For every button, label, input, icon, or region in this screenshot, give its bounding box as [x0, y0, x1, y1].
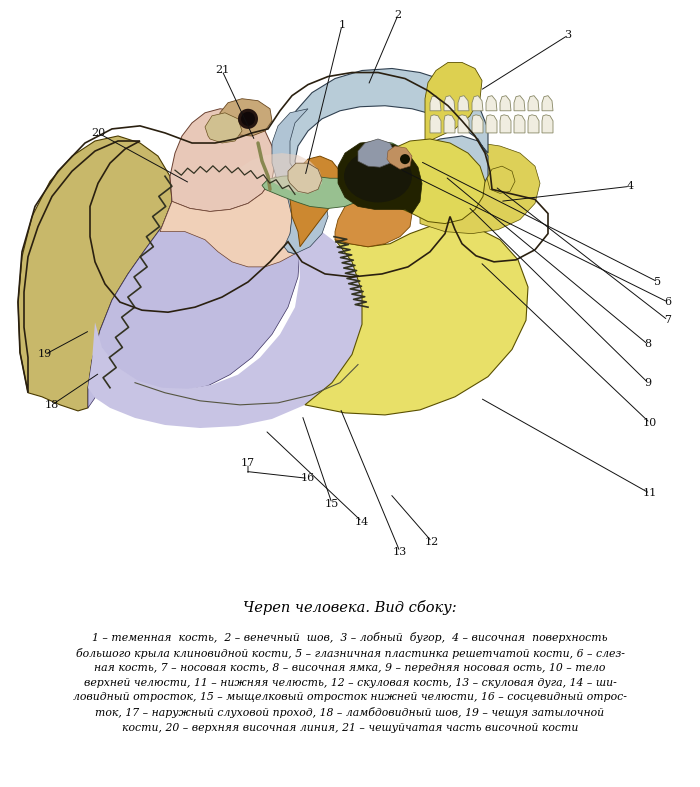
Text: 7: 7: [664, 316, 671, 325]
Text: 5: 5: [654, 277, 661, 287]
Polygon shape: [486, 115, 497, 133]
Text: 16: 16: [301, 473, 315, 483]
Polygon shape: [542, 115, 553, 133]
Polygon shape: [500, 115, 511, 133]
Text: 15: 15: [325, 498, 339, 508]
Text: 14: 14: [355, 517, 369, 527]
Polygon shape: [444, 115, 455, 133]
Polygon shape: [528, 115, 539, 133]
Circle shape: [238, 109, 258, 129]
Polygon shape: [305, 224, 528, 415]
Polygon shape: [18, 136, 172, 411]
Polygon shape: [238, 153, 322, 194]
Text: 4: 4: [626, 181, 634, 191]
Polygon shape: [458, 115, 469, 133]
Polygon shape: [335, 191, 412, 247]
Polygon shape: [88, 166, 300, 408]
Text: 1: 1: [338, 20, 346, 30]
Polygon shape: [425, 62, 482, 143]
Polygon shape: [528, 96, 539, 111]
Polygon shape: [358, 139, 395, 167]
Polygon shape: [220, 98, 272, 136]
Text: 21: 21: [215, 65, 229, 76]
Polygon shape: [458, 96, 469, 111]
Text: 6: 6: [664, 297, 671, 307]
Polygon shape: [170, 109, 275, 212]
Polygon shape: [160, 172, 322, 267]
Polygon shape: [487, 166, 515, 194]
Text: 10: 10: [643, 418, 657, 428]
Polygon shape: [262, 172, 412, 209]
Polygon shape: [430, 115, 441, 133]
Polygon shape: [338, 141, 422, 213]
Text: 13: 13: [393, 547, 407, 557]
Circle shape: [400, 154, 410, 164]
Polygon shape: [272, 109, 328, 253]
Polygon shape: [444, 96, 455, 111]
Text: 17: 17: [241, 458, 255, 468]
Text: Череп человека. Вид сбоку:: Череп человека. Вид сбоку:: [243, 600, 457, 615]
Polygon shape: [88, 220, 362, 428]
Polygon shape: [387, 146, 412, 169]
Polygon shape: [472, 96, 483, 111]
Text: 20: 20: [91, 128, 105, 138]
Text: 19: 19: [38, 349, 52, 360]
Ellipse shape: [344, 150, 412, 202]
Polygon shape: [340, 141, 425, 213]
Text: 2: 2: [394, 10, 402, 20]
Polygon shape: [290, 156, 342, 247]
Polygon shape: [500, 96, 511, 111]
Circle shape: [241, 112, 255, 126]
Polygon shape: [288, 163, 322, 194]
Polygon shape: [514, 115, 525, 133]
Text: 18: 18: [45, 400, 59, 410]
Polygon shape: [372, 139, 485, 224]
Text: 11: 11: [643, 489, 657, 498]
Polygon shape: [205, 113, 242, 143]
Polygon shape: [486, 96, 497, 111]
Polygon shape: [412, 143, 540, 234]
Text: 12: 12: [425, 537, 439, 547]
Text: 9: 9: [645, 378, 652, 388]
Polygon shape: [514, 96, 525, 111]
Polygon shape: [286, 68, 488, 253]
Text: 1 – теменная  кость,  2 – венечный  шов,  3 – лобный  бугор,  4 – височная  пове: 1 – теменная кость, 2 – венечный шов, 3 …: [73, 632, 627, 733]
Text: 8: 8: [645, 339, 652, 349]
Polygon shape: [542, 96, 553, 111]
Polygon shape: [430, 96, 441, 111]
Polygon shape: [472, 115, 483, 133]
Text: 3: 3: [564, 30, 572, 40]
